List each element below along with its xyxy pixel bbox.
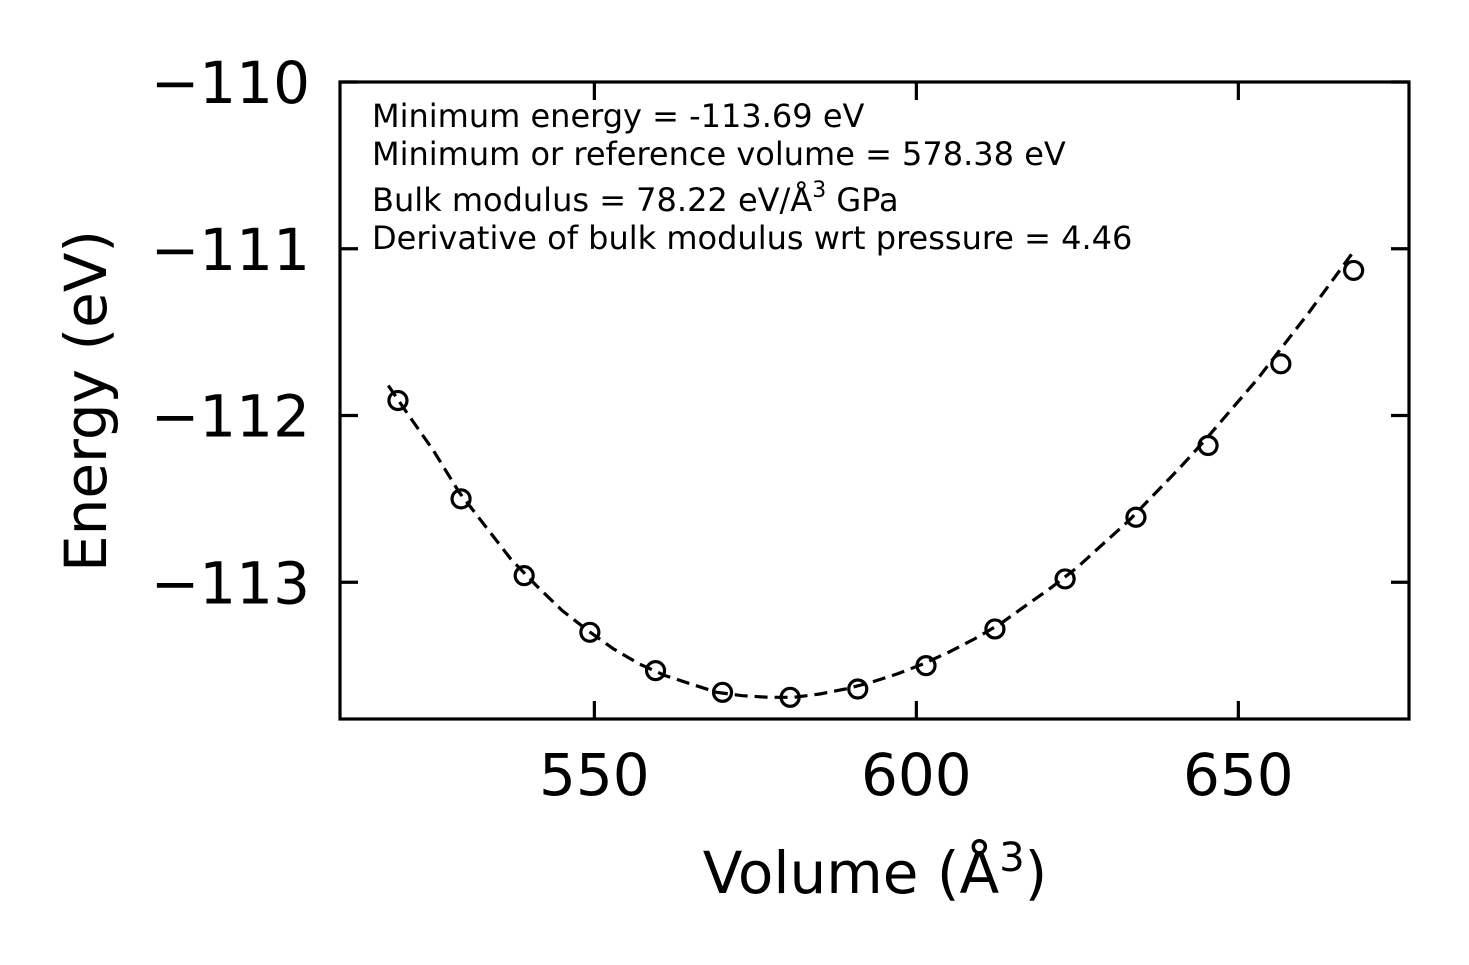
data-point (779, 686, 801, 708)
data-point (1270, 353, 1292, 375)
tick-labels: 550 600 650 −113 −112 −111 −110 (151, 49, 1294, 809)
x-axis-label-main: Volume (Å (703, 838, 1000, 907)
x-axis-label: Volume (Å3) (703, 835, 1048, 907)
y-tick-label: −112 (151, 383, 310, 451)
annotation-bulk-modulus: Bulk modulus = 78.22 eV/Å3 GPa (372, 178, 899, 219)
y-tick-label: −111 (151, 216, 310, 284)
x-tick-label: 650 (1183, 741, 1294, 809)
annotation-bulk-modulus-suffix: GPa (826, 181, 898, 219)
x-axis-label-tail: ) (1025, 839, 1048, 907)
data-point (387, 389, 409, 412)
data-point (1343, 259, 1365, 282)
data-point (513, 564, 535, 587)
data-point (915, 655, 937, 677)
plot-area-frame (338, 80, 1411, 721)
data-points (387, 259, 1365, 708)
y-tick-label: −110 (151, 49, 310, 117)
data-point (847, 678, 869, 700)
annotation-box: Minimum energy = -113.69 eV Minimum or r… (372, 97, 1132, 257)
data-point (1125, 506, 1147, 528)
x-axis-label-superscript: 3 (999, 835, 1024, 881)
data-point (1054, 568, 1076, 590)
annotation-bulk-derivative: Derivative of bulk modulus wrt pressure … (372, 219, 1132, 257)
data-point (579, 621, 601, 643)
annotation-bulk-modulus-superscript: 3 (812, 178, 826, 203)
annotation-bulk-modulus-text: Bulk modulus = 78.22 eV/Å (372, 181, 812, 219)
x-tick-label: 600 (861, 741, 972, 809)
data-point (450, 488, 472, 510)
data-point (644, 660, 667, 682)
annotation-min-volume: Minimum or reference volume = 578.38 eV (372, 135, 1066, 173)
y-tick-label: −113 (151, 549, 310, 617)
data-point (1197, 434, 1219, 457)
annotation-min-energy: Minimum energy = -113.69 eV (372, 97, 865, 135)
x-tick-label: 550 (539, 741, 650, 809)
y-axis-label: Energy (eV) (52, 230, 120, 572)
data-point (984, 618, 1006, 640)
fit-curve-line (386, 249, 1356, 699)
data-point (711, 681, 734, 703)
